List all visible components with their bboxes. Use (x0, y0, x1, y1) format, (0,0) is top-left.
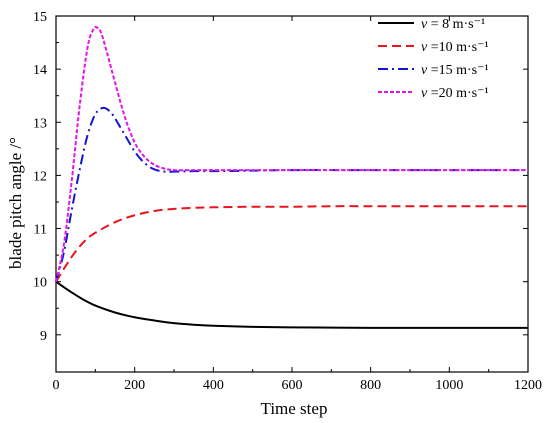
x-tick-label: 200 (124, 378, 145, 393)
x-tick-label: 1000 (435, 378, 463, 393)
y-tick-label: 10 (33, 276, 47, 291)
y-tick-label: 12 (33, 169, 47, 184)
series-line-3 (55, 106, 528, 282)
legend-variable: v (421, 17, 428, 32)
legend-label-1: v = 8 m·s⁻¹ (421, 17, 485, 32)
legend-value: = 8 m·s⁻¹ (427, 17, 485, 32)
legend-label-3: v =15 m·s⁻¹ (421, 63, 489, 78)
series-line-4 (55, 25, 528, 282)
y-axis-title: blade pitch angle /° (6, 137, 25, 269)
x-tick-label: 0 (53, 378, 60, 393)
y-tick-label: 11 (34, 223, 47, 238)
x-tick-label: 800 (360, 378, 381, 393)
legend-label-2: v =10 m·s⁻¹ (421, 40, 489, 55)
legend-value: =15 m·s⁻¹ (427, 63, 488, 78)
y-tick-label: 15 (33, 10, 47, 25)
tick-labels: 0 200 400 600 800 1000 1200 9 10 11 12 13 14 15 (33, 10, 542, 393)
legend-value: =20 m·s⁻¹ (427, 86, 488, 101)
x-axis-title: Time step (261, 399, 328, 418)
legend-value: =10 m·s⁻¹ (427, 40, 488, 55)
series-lines (55, 25, 528, 329)
y-tick-label: 13 (33, 116, 47, 131)
legend: v = 8 m·s⁻¹v =10 m·s⁻¹v =15 m·s⁻¹v =20 m… (378, 17, 489, 101)
x-tick-label: 600 (282, 378, 303, 393)
legend-variable: v (421, 86, 428, 101)
legend-variable: v (421, 40, 428, 55)
series-line-1 (55, 280, 528, 329)
x-tick-label: 400 (203, 378, 224, 393)
y-tick-label: 14 (33, 63, 47, 78)
series-line-2 (55, 205, 528, 283)
axes (55, 15, 529, 373)
y-tick-label: 9 (40, 329, 47, 344)
legend-label-4: v =20 m·s⁻¹ (421, 86, 489, 101)
x-tick-label: 1200 (514, 378, 542, 393)
legend-variable: v (421, 63, 428, 78)
